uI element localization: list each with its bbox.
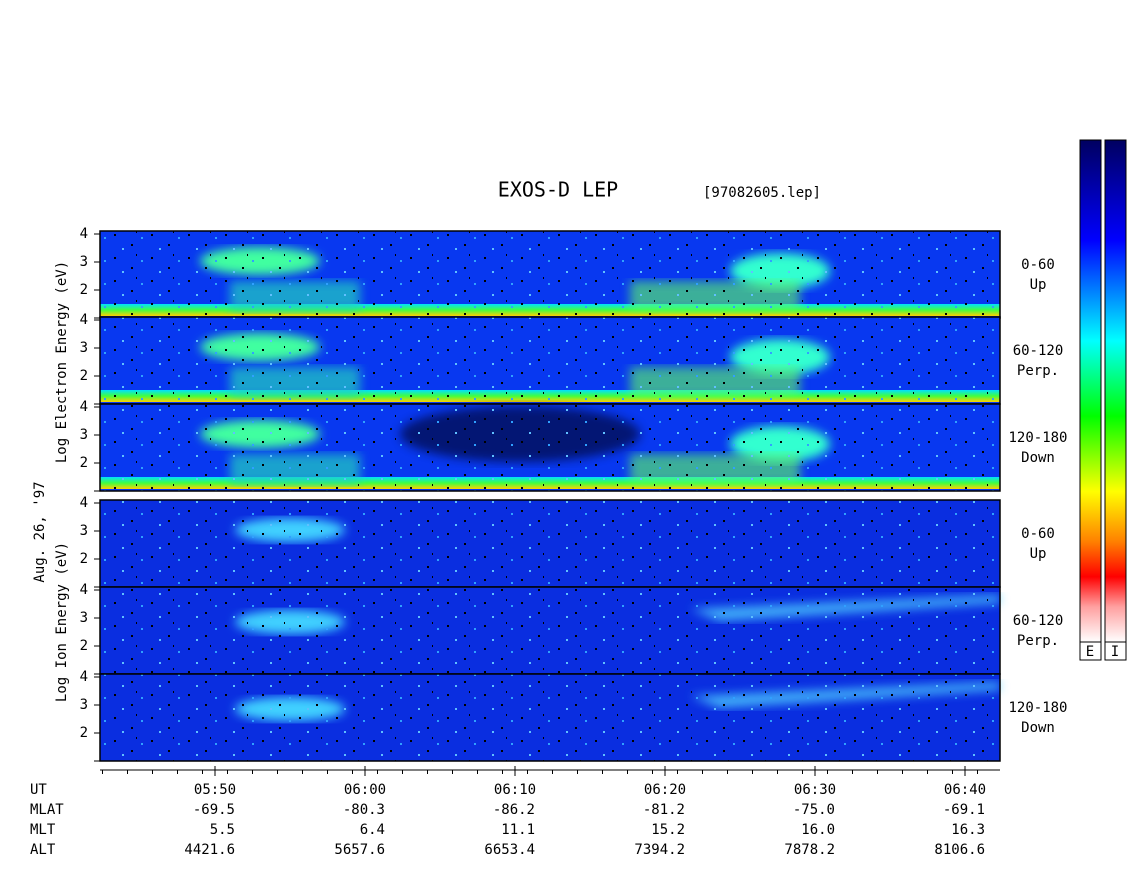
ephemeris-value: -80.3 xyxy=(343,802,385,818)
y-tick-label: 4 xyxy=(80,226,88,242)
color-bar xyxy=(1079,139,1102,643)
ephemeris-value: -69.1 xyxy=(943,802,985,818)
direction-label: Up xyxy=(1030,277,1047,293)
y-tick-label: 3 xyxy=(80,523,88,539)
pitch-angle-label: 120-180 xyxy=(1008,430,1067,446)
spectrogram-panel xyxy=(99,499,1001,588)
y-tick-label: 2 xyxy=(80,638,88,654)
ephemeris-value: -81.2 xyxy=(643,802,685,818)
ephemeris-value: 15.2 xyxy=(651,822,685,838)
y-tick-label: 2 xyxy=(80,725,88,741)
direction-label: Perp. xyxy=(1017,633,1059,649)
time-label: 05:50 xyxy=(194,782,236,798)
y-tick-label: 4 xyxy=(80,399,88,415)
color-bar-label: I xyxy=(1111,644,1119,660)
pitch-angle-label: 0-60 xyxy=(1021,526,1055,542)
noise xyxy=(100,404,1000,491)
electron-axis-label: Log Electron Energy (eV) xyxy=(54,261,70,463)
y-tick-label: 3 xyxy=(80,610,88,626)
spectrogram-panel xyxy=(99,230,1001,319)
direction-label: Down xyxy=(1021,720,1055,736)
color-bar-box xyxy=(1079,641,1102,661)
time-label: 06:20 xyxy=(644,782,686,798)
ephemeris-value: -86.2 xyxy=(493,802,535,818)
color-bar xyxy=(1104,139,1127,643)
color-bar-label: E xyxy=(1086,644,1094,660)
ephemeris-value: 16.3 xyxy=(951,822,985,838)
direction-label: Up xyxy=(1030,546,1047,562)
ephemeris-value: 4421.6 xyxy=(184,842,235,858)
time-label: 06:00 xyxy=(344,782,386,798)
time-label: 06:10 xyxy=(494,782,536,798)
noise xyxy=(100,231,1000,318)
y-tick-label: 3 xyxy=(80,254,88,270)
y-tick-label: 2 xyxy=(80,282,88,298)
noise xyxy=(100,587,1000,674)
spectrogram-panel xyxy=(99,316,1001,405)
ion-axis-label: Log Ion Energy (eV) xyxy=(54,542,70,702)
time-label: 06:30 xyxy=(794,782,836,798)
panel-frame xyxy=(99,403,1001,492)
ephemeris-value: 7394.2 xyxy=(634,842,685,858)
y-tick-label: 2 xyxy=(80,368,88,384)
y-tick-label: 2 xyxy=(80,455,88,471)
noise xyxy=(100,674,1000,761)
ephemeris-value: -75.0 xyxy=(793,802,835,818)
ephemeris-value: 16.0 xyxy=(801,822,835,838)
y-tick-label: 4 xyxy=(80,312,88,328)
pitch-angle-label: 60-120 xyxy=(1013,613,1064,629)
noise xyxy=(100,317,1000,404)
row-label: ALT xyxy=(30,842,56,858)
row-label: MLAT xyxy=(30,802,64,818)
pitch-angle-label: 0-60 xyxy=(1021,257,1055,273)
ephemeris-value: 6.4 xyxy=(360,822,385,838)
spectrogram-panel xyxy=(99,673,1001,762)
y-tick-label: 4 xyxy=(80,669,88,685)
y-tick-label: 2 xyxy=(80,551,88,567)
y-tick-label: 3 xyxy=(80,427,88,443)
direction-label: Perp. xyxy=(1017,363,1059,379)
row-label: MLT xyxy=(30,822,56,838)
color-bar-box xyxy=(1104,641,1127,661)
time-label: 06:40 xyxy=(944,782,986,798)
ephemeris-value: 7878.2 xyxy=(784,842,835,858)
direction-label: Down xyxy=(1021,450,1055,466)
file-name: [97082605.lep] xyxy=(703,185,821,201)
spectrogram-panel xyxy=(99,403,1001,492)
ephemeris-value: 8106.6 xyxy=(934,842,985,858)
title: EXOS-D LEP xyxy=(498,178,618,202)
y-tick-label: 4 xyxy=(80,582,88,598)
pitch-angle-label: 60-120 xyxy=(1013,343,1064,359)
y-tick-label: 3 xyxy=(80,340,88,356)
color-bars: E I xyxy=(1079,139,1127,661)
row-label: UT xyxy=(30,782,47,798)
y-tick-label: 4 xyxy=(80,495,88,511)
ephemeris-value: 5.5 xyxy=(210,822,235,838)
ephemeris-value: -69.5 xyxy=(193,802,235,818)
y-tick-label: 3 xyxy=(80,697,88,713)
ephemeris-value: 5657.6 xyxy=(334,842,385,858)
date-label: Aug. 26, '97 xyxy=(32,481,48,582)
pitch-angle-label: 120-180 xyxy=(1008,700,1067,716)
ephemeris-value: 6653.4 xyxy=(484,842,535,858)
spectrogram-panel xyxy=(99,586,1001,675)
noise xyxy=(100,500,1000,587)
ephemeris-value: 11.1 xyxy=(501,822,535,838)
panel-frame xyxy=(99,673,1001,762)
